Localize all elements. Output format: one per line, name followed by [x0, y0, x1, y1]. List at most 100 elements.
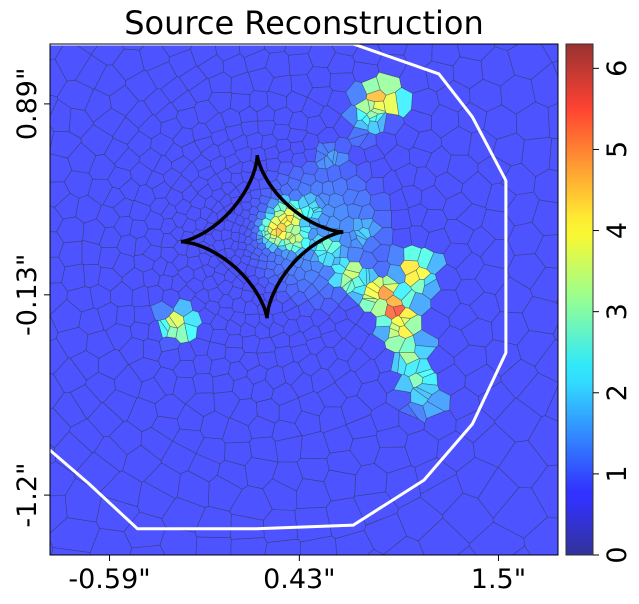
- voronoi-cell: [74, 54, 107, 90]
- voronoi-cell: [386, 243, 405, 267]
- y-tick-label: -0.13": [12, 254, 43, 336]
- voronoi-cells: [50, 44, 558, 557]
- voronoi-cell: [410, 278, 425, 295]
- voronoi-cell: [361, 76, 381, 95]
- voronoi-cell: [188, 556, 196, 557]
- voronoi-cell: [273, 203, 282, 213]
- voronoi-cell: [195, 536, 232, 555]
- voronoi-cell: [120, 44, 147, 51]
- voronoi-cell: [410, 387, 429, 407]
- voronoi-cell: [263, 225, 269, 232]
- voronoi-cell: [523, 516, 558, 555]
- colorbar-tick-label: 4: [602, 222, 633, 239]
- voronoi-cell: [314, 195, 327, 210]
- voronoi-cell: [50, 314, 59, 342]
- voronoi-cell: [398, 404, 419, 420]
- voronoi-cell: [264, 230, 270, 236]
- voronoi-cell: [214, 44, 241, 62]
- x-tick-label: 1.5": [471, 564, 526, 595]
- voronoi-cell: [309, 251, 319, 262]
- voronoi-cell: [159, 318, 171, 333]
- voronoi-cell: [50, 94, 59, 117]
- voronoi-cell: [212, 373, 235, 394]
- voronoi-cell: [283, 238, 292, 246]
- voronoi-cell: [342, 269, 360, 280]
- voronoi-cell: [74, 44, 99, 55]
- voronoi-cell: [366, 549, 385, 555]
- voronoi-cell: [531, 199, 558, 237]
- voronoi-cell: [292, 241, 303, 249]
- voronoi-cell: [159, 526, 198, 555]
- voronoi-cell: [415, 358, 433, 374]
- voronoi-cell: [345, 278, 356, 295]
- voronoi-cell: [383, 91, 400, 116]
- y-axis: 0.89" -0.13" -1.2": [12, 68, 50, 528]
- colorbar-tick-label: 5: [602, 141, 633, 158]
- voronoi-cell: [530, 62, 558, 108]
- voronoi-cell: [50, 282, 68, 316]
- caustic-curve: [180, 154, 344, 319]
- voronoi-cell: [382, 283, 400, 293]
- colorbar-tick-label: 3: [602, 303, 633, 320]
- voronoi-cell: [548, 138, 558, 172]
- voronoi-cell: [264, 538, 301, 555]
- colorbar-tick-label: 0: [602, 546, 633, 563]
- critical-curve: [50, 44, 508, 531]
- plot-frame: [49, 43, 559, 556]
- voronoi-cell: [551, 60, 558, 78]
- voronoi-cell: [369, 115, 377, 122]
- x-tick-label: -0.59": [68, 564, 150, 595]
- voronoi-cell: [115, 304, 135, 328]
- voronoi-cell: [143, 338, 162, 362]
- x-axis: -0.59" 0.43" 1.5": [68, 555, 526, 595]
- voronoi-cell: [50, 540, 54, 555]
- voronoi-cell: [456, 545, 477, 555]
- y-tick-label: 0.89": [12, 68, 43, 141]
- voronoi-cell: [268, 237, 276, 244]
- colorbar-gradient: [565, 43, 594, 556]
- voronoi-cell: [175, 322, 189, 344]
- voronoi-cell: [50, 495, 68, 534]
- voronoi-cell: [308, 200, 320, 209]
- voronoi-cell: [317, 251, 328, 265]
- voronoi-cell: [263, 44, 287, 54]
- voronoi-cell: [160, 44, 192, 58]
- voronoi-cell: [360, 218, 374, 230]
- voronoi-cell: [369, 191, 392, 212]
- voronoi-cell: [372, 276, 384, 289]
- voronoi-cell: [527, 415, 558, 467]
- voronoi-cell: [417, 247, 435, 270]
- voronoi-cell: [230, 537, 268, 555]
- x-tick-label: 0.43": [263, 564, 336, 595]
- voronoi-cell: [61, 263, 86, 292]
- voronoi-cell: [389, 322, 400, 333]
- voronoi-cell: [83, 264, 102, 289]
- voronoi-cell: [521, 295, 558, 335]
- voronoi-cell: [362, 298, 379, 303]
- voronoi-cell: [468, 521, 526, 555]
- chart-title: Source Reconstruction: [124, 4, 484, 42]
- voronoi-cell: [534, 234, 558, 269]
- colorbar: 0 1 2 3 4 5 6: [565, 43, 633, 564]
- voronoi-cell: [390, 351, 400, 374]
- voronoi-cell: [359, 132, 377, 151]
- voronoi-cell: [383, 535, 425, 555]
- voronoi-cell: [50, 44, 64, 60]
- colorbar-tick-label: 1: [602, 465, 633, 482]
- voronoi-cell: [312, 207, 323, 213]
- voronoi-cell: [50, 181, 71, 208]
- voronoi-cell: [270, 228, 277, 237]
- voronoi-cell: [354, 230, 368, 241]
- voronoi-cell: [356, 107, 368, 121]
- voronoi-cell: [358, 267, 368, 287]
- voronoi-cell: [300, 225, 312, 234]
- voronoi-cell: [238, 44, 266, 58]
- voronoi-cell: [547, 102, 558, 140]
- colorbar-tick-label: 6: [602, 60, 633, 77]
- voronoi-cell: [300, 535, 337, 555]
- voronoi-cell: [332, 257, 341, 266]
- colorbar-ticks: 0 1 2 3 4 5 6: [593, 60, 633, 564]
- voronoi-cell: [314, 150, 328, 164]
- voronoi-cell: [339, 257, 351, 269]
